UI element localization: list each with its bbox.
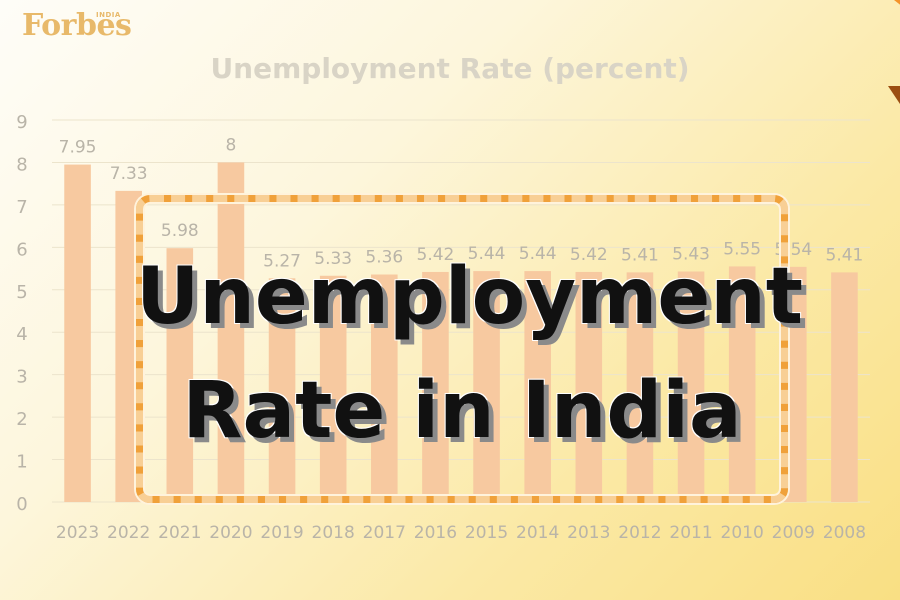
forbes-edition-label: INDIA: [96, 11, 121, 19]
y-tick-label: 7: [16, 197, 27, 218]
value-label: 5.44: [468, 244, 506, 264]
y-tick-label: 0: [16, 494, 27, 515]
bars: [64, 162, 858, 503]
value-label: 7.95: [59, 138, 97, 158]
x-tick-label: 2010: [721, 523, 764, 543]
x-tick-label: 2020: [209, 523, 252, 543]
x-axis-ticks: 2023 2022 2021 2020 2019 2018 2017 2016 2015 2014…: [56, 523, 866, 543]
x-tick-label: 2019: [260, 523, 303, 543]
bar-2020: [217, 162, 245, 502]
value-label: 5.44: [519, 244, 557, 264]
bar-2023: [64, 164, 91, 503]
value-label: 5.41: [621, 245, 659, 265]
y-tick-label: 3: [16, 367, 27, 388]
y-tick-label: 4: [16, 324, 27, 345]
value-label: 5.27: [263, 251, 301, 271]
value-label: 5.43: [672, 245, 710, 265]
value-label: 5.42: [417, 245, 455, 265]
y-tick-label: 2: [16, 409, 27, 430]
forbes-logo: Forbes: [22, 8, 132, 43]
bar-2014: [524, 271, 551, 502]
headline-frame: [136, 195, 788, 503]
y-tick-label: 5: [16, 282, 27, 303]
x-tick-label: 2011: [669, 523, 712, 543]
headline-line-1: Unemployment: [136, 252, 804, 342]
x-tick-label: 2009: [772, 523, 815, 543]
value-label: 5.42: [570, 245, 608, 265]
x-tick-label: 2014: [516, 523, 559, 543]
bar-2010: [728, 266, 756, 502]
value-label: 5.98: [161, 221, 199, 241]
x-tick-label: 2023: [56, 523, 99, 543]
y-tick-label: 1: [16, 452, 27, 473]
bar-2019: [268, 278, 296, 502]
x-tick-label: 2018: [312, 523, 355, 543]
value-label: 5.36: [365, 247, 403, 267]
y-tick-label: 9: [16, 112, 27, 133]
chart-title: Unemployment Rate (percent): [210, 52, 689, 85]
value-label: 5.55: [723, 239, 761, 259]
bar-2013: [575, 271, 603, 502]
x-tick-label: 2017: [363, 523, 406, 543]
bar-2021: [166, 248, 194, 502]
bar-2012: [626, 272, 654, 502]
x-tick-label: 2015: [465, 523, 508, 543]
y-tick-label: 8: [16, 154, 27, 175]
x-tick-label: 2022: [107, 523, 150, 543]
x-tick-label: 2021: [158, 523, 201, 543]
bar-2008: [831, 272, 858, 502]
bar-2016: [422, 271, 449, 502]
bar-2018: [319, 275, 347, 502]
corner-ribbon-fold: [888, 86, 900, 104]
x-tick-label: 2012: [618, 523, 661, 543]
x-tick-label: 2016: [414, 523, 457, 543]
value-label: 8: [226, 135, 237, 155]
x-tick-label: 2013: [567, 523, 610, 543]
value-label: 5.41: [826, 245, 864, 265]
y-axis-ticks: 0 1 2 3 4 5 6 7 8 9: [16, 112, 27, 515]
bar-2017: [371, 274, 398, 502]
value-label: 5.33: [314, 249, 352, 269]
bar-2011: [677, 271, 705, 502]
y-tick-label: 6: [16, 239, 27, 260]
headline-line-2: Rate in India: [182, 366, 742, 456]
x-tick-label: 2008: [823, 523, 866, 543]
value-label: 7.33: [110, 164, 148, 184]
bar-2015: [473, 271, 500, 502]
